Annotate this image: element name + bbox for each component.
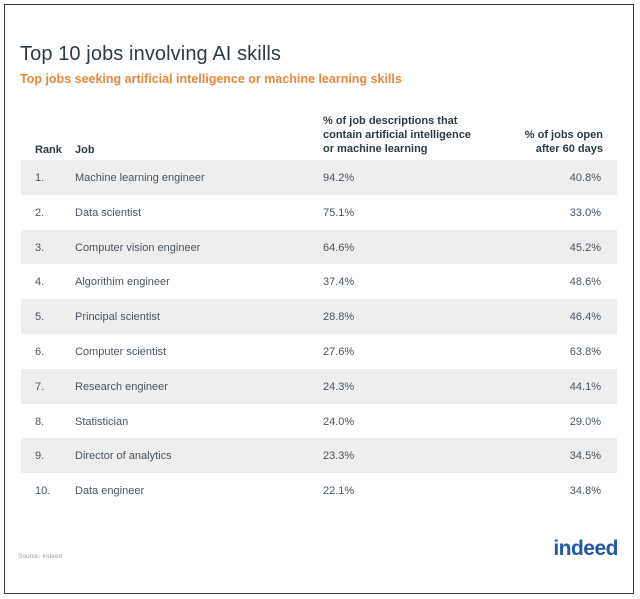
header-rank: Rank [35,144,62,156]
cell-pct-descriptions: 23.3% [323,450,355,463]
cell-rank: 1. [35,172,45,184]
cell-rank: 9. [35,450,45,463]
chart-title: Top 10 jobs involving AI skills [20,43,282,65]
table-row: 1. Machine learning engineer 94.2% 40.8% [21,160,617,195]
cell-rank: 8. [35,415,45,428]
cell-job: Computer scientist [75,345,167,358]
cell-job: Machine learning engineer [75,172,205,184]
cell-rank: 10. [35,485,51,498]
header-pct-descriptions: % of job descriptions that contain artif… [323,114,498,156]
cell-rank: 4. [35,276,45,289]
cell-job: Data scientist [75,206,142,219]
table-row: 7. Research engineer 24.3% 44.1% [21,368,617,404]
header-pct-line: contain artificial intelligence [323,129,471,141]
table-row: 4. Algorithim engineer 37.4% 48.6% [21,264,617,299]
header-pct-line: or machine learning [323,143,428,155]
cell-job: Computer vision engineer [75,241,201,254]
table-row: 9. Director of analytics 23.3% 34.5% [21,438,617,474]
cell-pct-descriptions: 24.3% [323,380,355,393]
cell-pct-open: 46.4% [569,311,601,324]
cell-rank: 7. [35,380,45,393]
header-open-line: after 60 days [535,143,603,155]
cell-rank: 3. [35,241,45,254]
cell-job: Principal scientist [75,311,160,324]
table-row: 2. Data scientist 75.1% 33.0% [21,195,617,230]
cell-pct-open: 40.8% [569,172,601,184]
cell-pct-descriptions: 75.1% [323,206,355,219]
source-note: Source: Indeed [18,553,63,560]
cell-pct-open: 33.0% [569,206,601,219]
cell-pct-descriptions: 64.6% [323,241,355,254]
cell-pct-open: 48.6% [569,276,601,289]
chart-subtitle: Top jobs seeking artificial intelligence… [20,72,402,86]
cell-job: Statistician [75,415,129,428]
cell-job: Data engineer [75,485,145,498]
cell-pct-open: 45.2% [569,241,601,254]
table-body: 1. Machine learning engineer 94.2% 40.8% 2. D… [21,160,617,508]
cell-pct-open: 29.0% [569,415,601,428]
cell-pct-descriptions: 28.8% [323,311,355,324]
cell-rank: 6. [35,345,45,358]
cell-pct-descriptions: 24.0% [323,415,355,428]
cell-pct-descriptions: 27.6% [323,345,355,358]
header-open-line: % of jobs open [524,129,603,141]
cell-job: Director of analytics [75,450,172,463]
header-pct-open: % of jobs open after 60 days [483,128,603,156]
cell-pct-descriptions: 22.1% [323,485,355,498]
cell-job: Research engineer [75,380,168,393]
table-row: 8. Statistician 24.0% 29.0% [21,404,617,439]
cell-pct-descriptions: 94.2% [323,172,355,184]
table-header: Rank Job % of job descriptions that cont… [5,115,635,160]
cell-pct-open: 34.8% [569,485,601,498]
cell-pct-open: 44.1% [569,380,601,393]
table-row: 3. Computer vision engineer 64.6% 45.2% [21,229,617,265]
header-job: Job [75,144,95,156]
cell-job: Algorithim engineer [75,276,170,289]
cell-pct-open: 34.5% [569,450,601,463]
cell-rank: 2. [35,206,45,219]
table-row: 5. Principal scientist 28.8% 46.4% [21,299,617,334]
cell-pct-open: 63.8% [569,345,601,358]
table-row: 10. Data engineer 22.1% 34.8% [21,473,617,508]
cell-pct-descriptions: 37.4% [323,276,355,289]
indeed-logo: indeed [553,537,618,560]
table-row: 6. Computer scientist 27.6% 63.8% [21,334,617,369]
cell-rank: 5. [35,311,45,324]
chart-frame: Top 10 jobs involving AI skills Top jobs… [4,4,634,594]
header-pct-line: % of job descriptions that [323,115,458,127]
